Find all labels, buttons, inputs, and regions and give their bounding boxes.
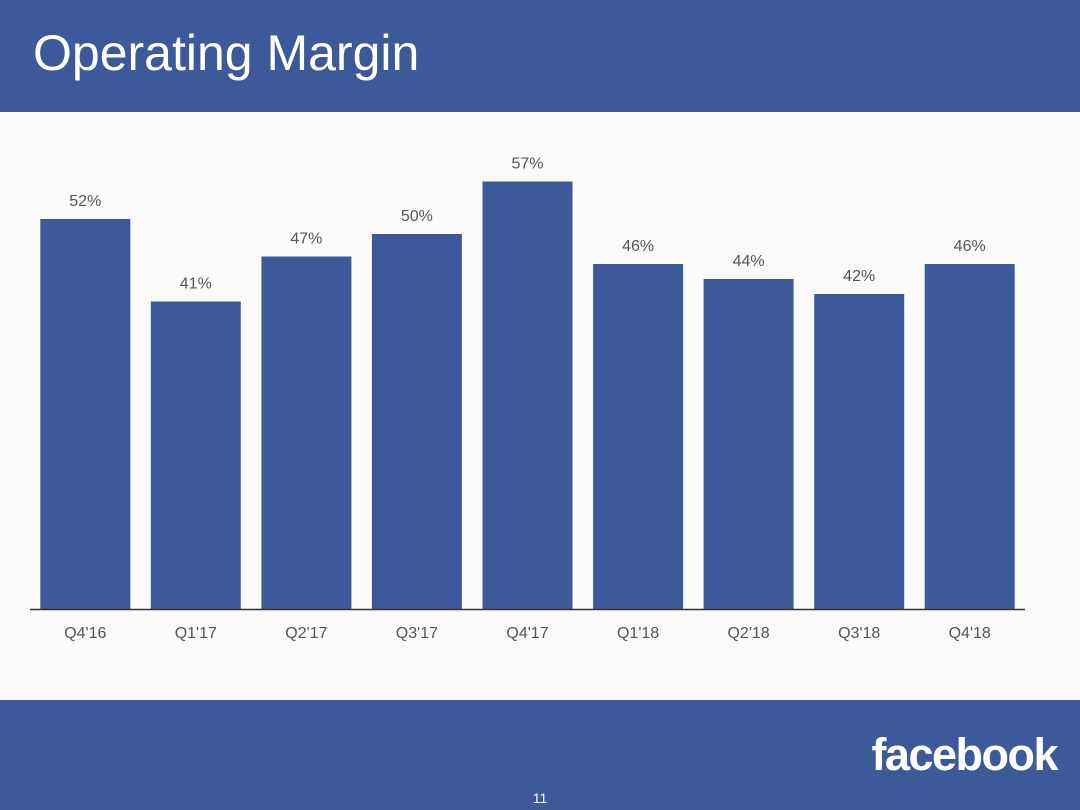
- category-label-7: Q3'18: [838, 625, 880, 642]
- bar-5: [593, 264, 684, 609]
- footer-bar: [0, 700, 1080, 810]
- bar-8: [924, 264, 1015, 609]
- facebook-logo: facebook: [871, 729, 1058, 780]
- value-label-6: 44%: [733, 253, 765, 270]
- category-label-0: Q4'16: [64, 625, 106, 642]
- category-label-4: Q4'17: [506, 625, 548, 642]
- header-bar: Operating Margin: [0, 0, 1080, 112]
- bar-3: [371, 234, 462, 609]
- bar-1: [150, 301, 241, 609]
- operating-margin-bar-chart: 52% Q4'16 41% Q1'17 47% Q2'17 50% Q3'17 57% Q4'17…: [30, 156, 1025, 642]
- value-label-4: 57%: [511, 156, 543, 173]
- value-label-3: 50%: [401, 208, 433, 225]
- category-label-6: Q2'18: [727, 625, 769, 642]
- value-label-1: 41%: [180, 276, 212, 293]
- category-label-5: Q1'18: [617, 625, 659, 642]
- page-number: 11: [532, 790, 548, 806]
- value-label-8: 46%: [954, 238, 986, 255]
- bar-7: [814, 294, 905, 609]
- category-label-3: Q3'17: [396, 625, 438, 642]
- value-label-0: 52%: [69, 193, 101, 210]
- category-label-2: Q2'17: [285, 625, 327, 642]
- category-label-1: Q1'17: [175, 625, 217, 642]
- category-label-8: Q4'18: [949, 625, 991, 642]
- bar-6: [703, 279, 794, 609]
- value-label-5: 46%: [622, 238, 654, 255]
- value-label-7: 42%: [843, 268, 875, 285]
- bar-0: [40, 219, 131, 609]
- slide-title: Operating Margin: [33, 25, 420, 81]
- bar-2: [261, 256, 352, 609]
- bar-4: [482, 181, 573, 609]
- value-label-2: 47%: [290, 231, 322, 248]
